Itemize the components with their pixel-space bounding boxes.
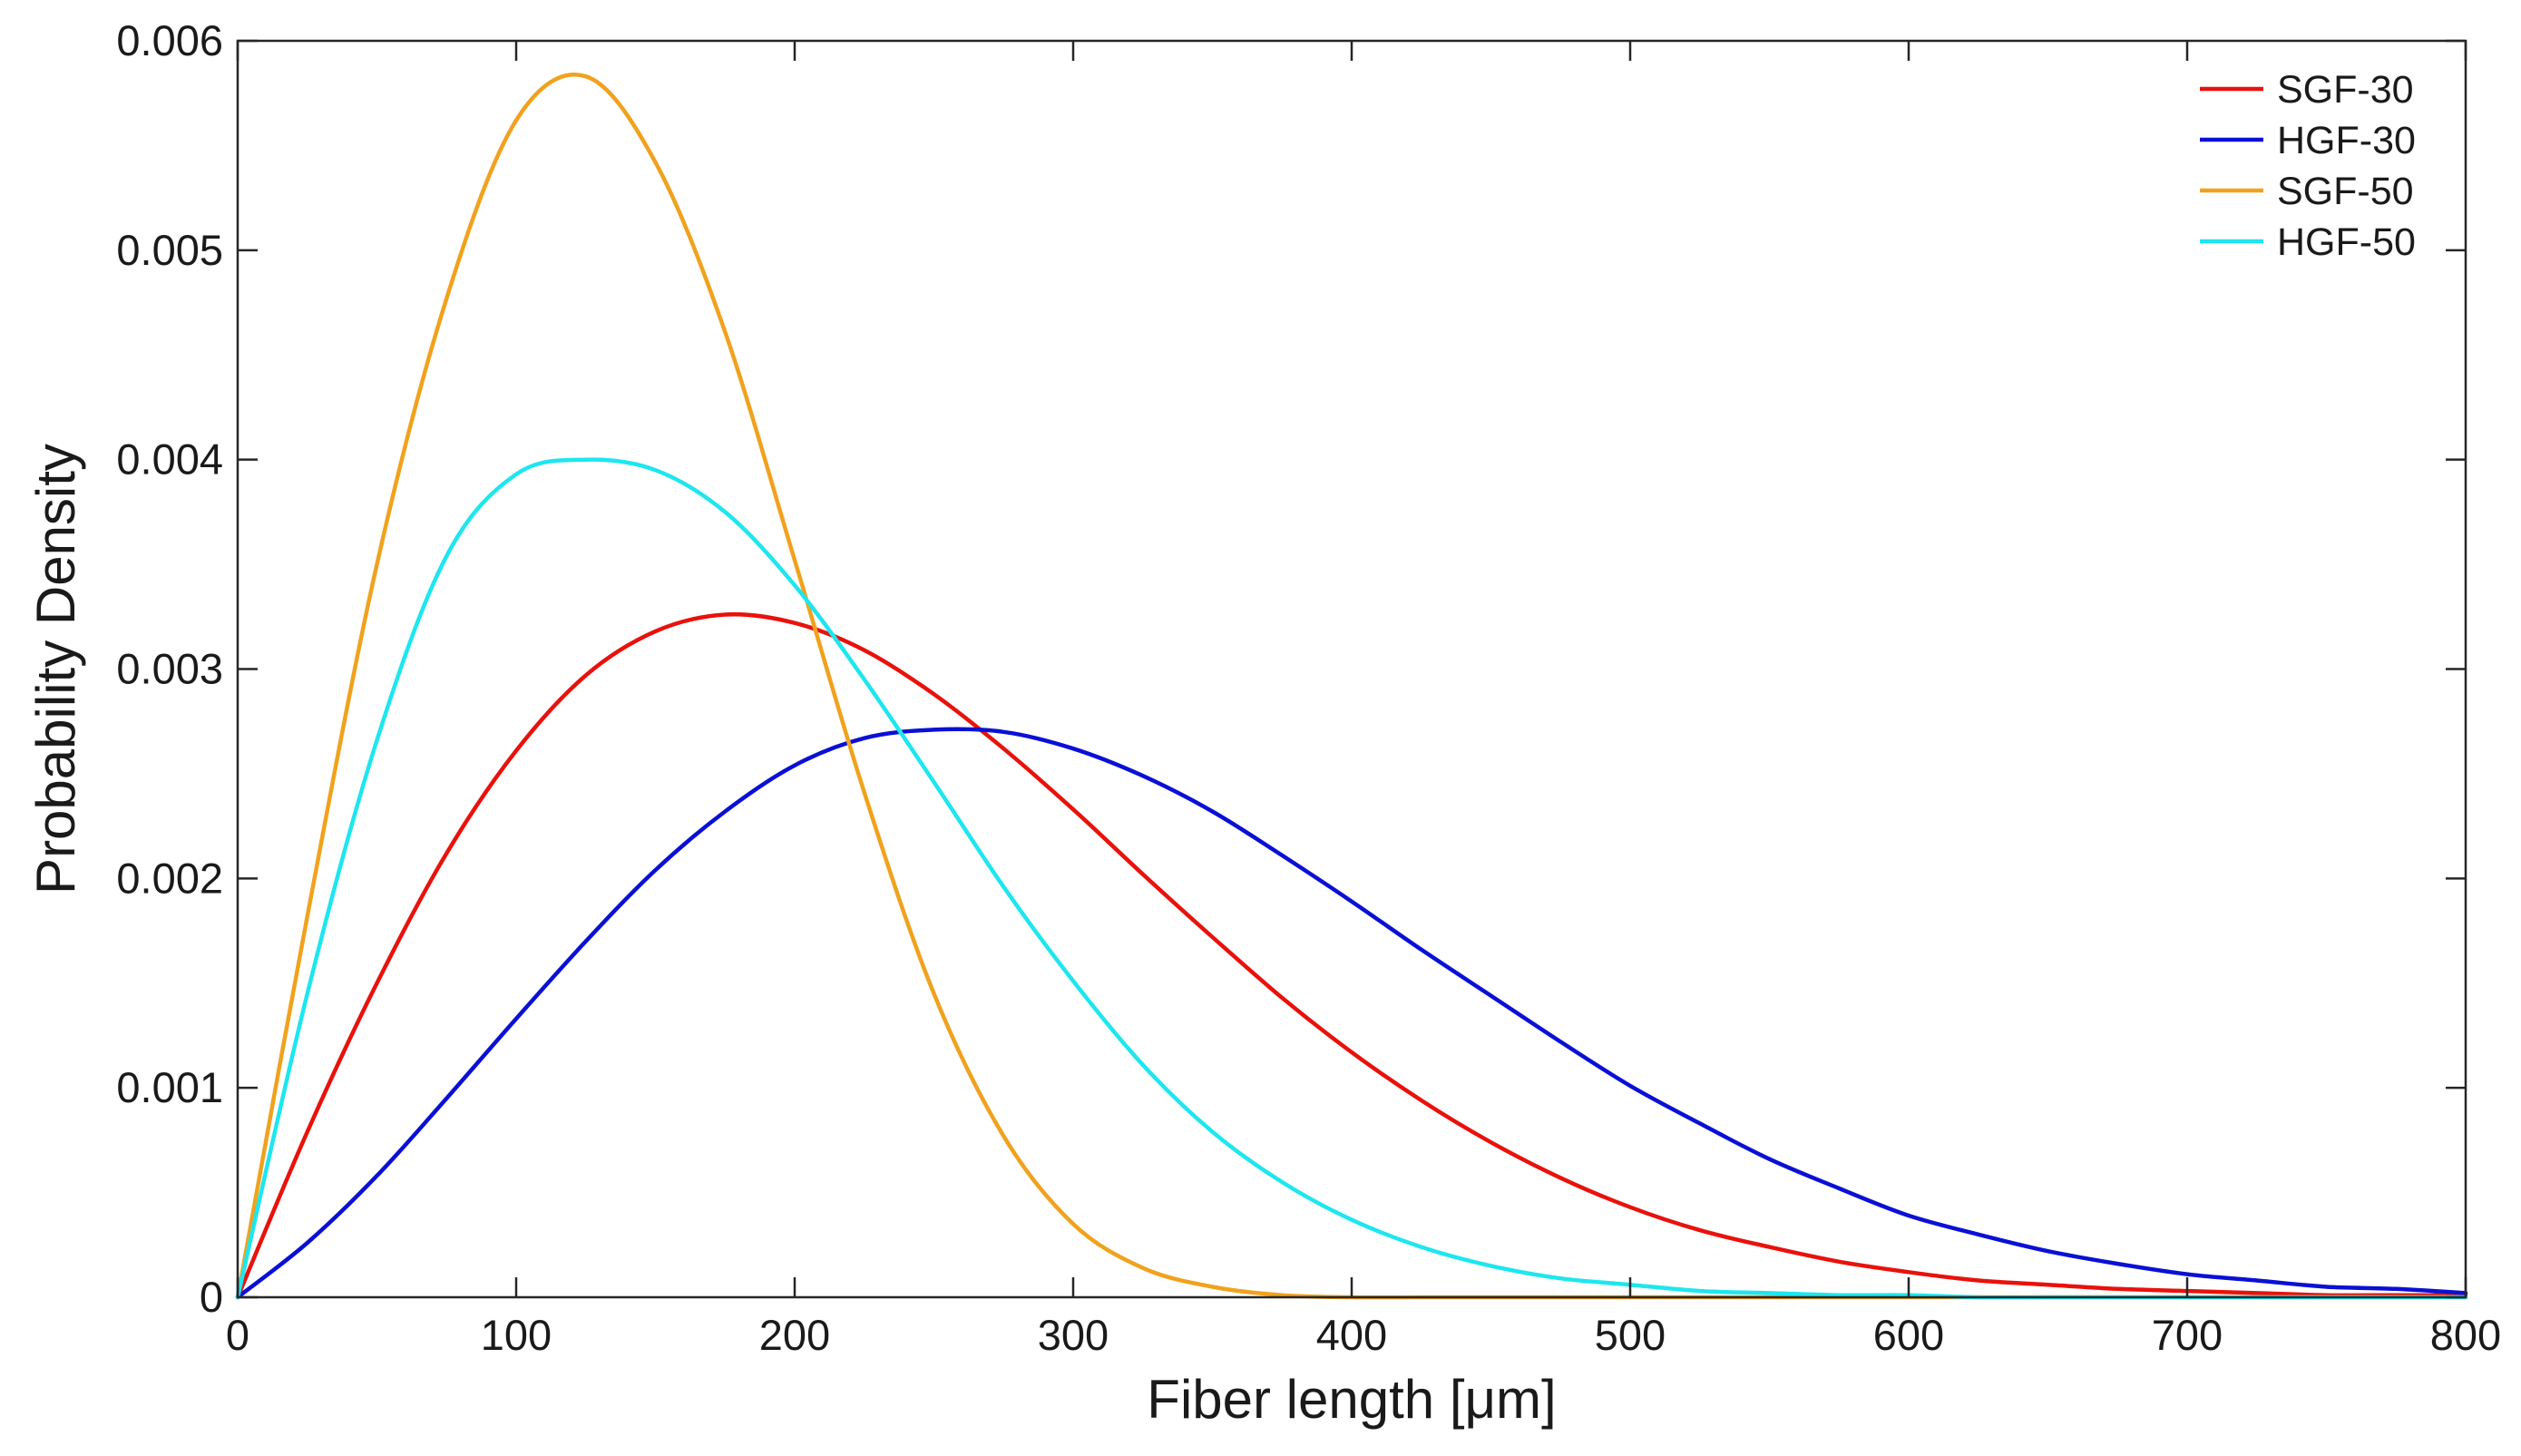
- y-axis-title: Probability Density: [25, 444, 86, 894]
- x-tick-label: 800: [2430, 1311, 2501, 1359]
- x-tick-label: 0: [226, 1311, 249, 1359]
- legend: SGF-30 HGF-30 SGF-50 HGF-50: [2200, 68, 2416, 264]
- series-line-hgf-30: [235, 727, 2468, 1300]
- ticks-layer: 0 100 200 300 400 500 600 700 800 0 0.001 0.002 0.00…: [116, 16, 2501, 1359]
- series-layer: [235, 73, 2468, 1300]
- x-tick-label: 200: [759, 1311, 830, 1359]
- y-tick-label: 0.003: [116, 645, 223, 693]
- x-tick-label: 400: [1316, 1311, 1387, 1359]
- legend-label-sgf-50: SGF-50: [2277, 170, 2414, 213]
- y-tick-label: 0.006: [116, 16, 223, 64]
- y-tick-label: 0.005: [116, 226, 223, 274]
- x-tick-label: 700: [2152, 1311, 2223, 1359]
- x-tick-label: 500: [1595, 1311, 1666, 1359]
- x-axis-title: Fiber length [μm]: [1147, 1369, 1556, 1430]
- y-tick-label: 0.004: [116, 435, 223, 484]
- x-tick-label: 300: [1038, 1311, 1109, 1359]
- y-tick-label: 0: [200, 1273, 223, 1321]
- legend-label-hgf-30: HGF-30: [2277, 119, 2416, 162]
- legend-label-hgf-50: HGF-50: [2277, 220, 2416, 264]
- y-tick-label: 0.001: [116, 1063, 223, 1111]
- plot-frame: [236, 39, 2467, 1299]
- legend-label-sgf-30: SGF-30: [2277, 68, 2414, 112]
- x-tick-label: 100: [481, 1311, 552, 1359]
- x-tick-label: 600: [1873, 1311, 1944, 1359]
- y-tick-label: 0.002: [116, 854, 223, 902]
- series-line-hgf-50: [235, 457, 2468, 1300]
- series-line-sgf-30: [235, 611, 2468, 1300]
